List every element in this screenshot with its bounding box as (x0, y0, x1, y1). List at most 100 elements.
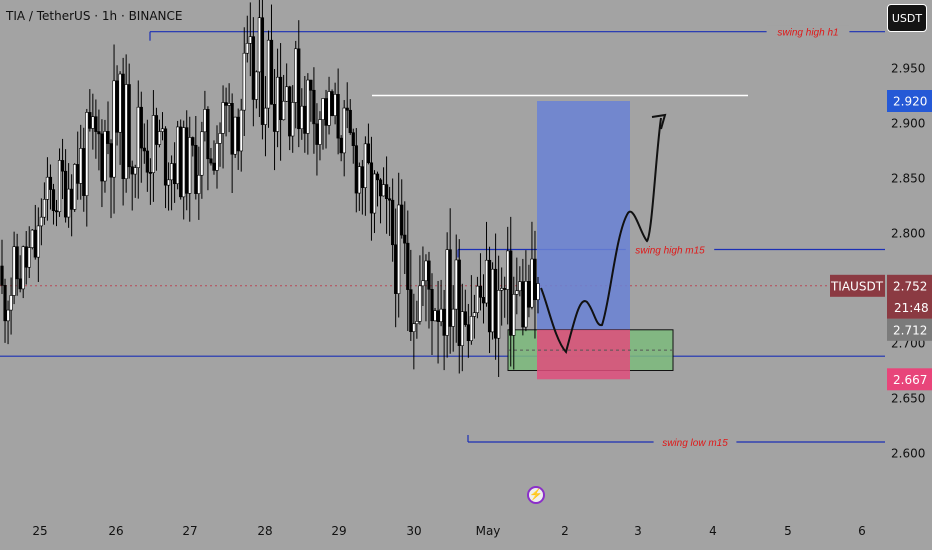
candle-body (197, 174, 201, 194)
candle-body (166, 179, 171, 186)
candle-body (397, 204, 401, 294)
candle-body (294, 48, 298, 103)
candle-body (70, 188, 74, 210)
price-tag-bg (887, 368, 932, 391)
candle-body (36, 225, 40, 258)
candle-body (403, 234, 407, 244)
candle-body (282, 100, 286, 121)
target-zone[interactable] (537, 101, 630, 330)
candle-body (400, 204, 404, 236)
candle-body (127, 84, 131, 168)
candle-body (515, 290, 519, 295)
candle-body (51, 189, 56, 212)
candles[interactable] (0, 0, 540, 377)
candle-body (194, 144, 198, 194)
candle-body (454, 259, 458, 310)
candle-body (366, 143, 371, 164)
projection-path (540, 113, 667, 355)
candle-body (336, 94, 340, 139)
candle-body (12, 246, 16, 296)
candle-body (448, 249, 452, 327)
candle-body (179, 126, 183, 198)
level-label: swing low m15 (662, 438, 728, 449)
candle-body (30, 229, 34, 248)
candle-body (242, 52, 246, 111)
currency-badge[interactable]: USDT (887, 4, 927, 32)
candle-body (173, 163, 177, 185)
candle-body (369, 162, 374, 214)
tiausdt-price-tag[interactable]: TIAUSDT 2.752 21:48 (830, 274, 932, 319)
candle-body (24, 246, 28, 268)
candle-body (327, 91, 331, 126)
candle-body (481, 297, 486, 304)
y-tick-label: 2.650 (891, 392, 925, 406)
candle-body (269, 39, 274, 105)
candle-body (506, 250, 510, 290)
price-tag-bg (887, 318, 932, 341)
candle-body (245, 43, 249, 54)
candle-body (94, 116, 98, 132)
candle-body (185, 127, 189, 194)
candle-body (330, 91, 334, 116)
candle-body (345, 107, 349, 111)
candle-body (406, 242, 410, 290)
candle-body (339, 137, 343, 154)
level-label: swing high h1 (777, 28, 838, 39)
candle-body (45, 176, 50, 200)
candle-body (100, 133, 104, 182)
y-tick-label: 2.850 (891, 172, 925, 186)
candle-body (266, 39, 271, 109)
candle-body (236, 116, 240, 152)
candle-body (503, 288, 507, 290)
candle-body (200, 131, 204, 176)
price-tag[interactable]: 2.667 (887, 368, 932, 391)
y-tick-label: 2.600 (891, 447, 925, 461)
price-tag[interactable]: 2.920 (887, 90, 932, 112)
x-tick-label: 5 (784, 524, 792, 538)
candle-body (272, 104, 277, 132)
candle-body (224, 102, 228, 106)
price-tag-value: 2.752 (893, 279, 927, 293)
candle-body (536, 283, 540, 301)
candle-body (409, 289, 413, 332)
candle-body (415, 321, 419, 325)
candle-body (85, 112, 89, 196)
candle-body (354, 145, 358, 194)
candle-body (478, 285, 483, 298)
candle-body (151, 115, 156, 173)
candle-body (251, 36, 255, 100)
candle-body (97, 131, 101, 135)
x-tick-label: 28 (257, 524, 272, 538)
candle-body (500, 288, 504, 291)
price-tag-bg (887, 90, 932, 112)
candle-body (291, 102, 295, 137)
position-zones (507, 101, 674, 380)
candle-body (73, 164, 77, 210)
candle-body (445, 249, 449, 336)
candle-body (484, 259, 489, 304)
axes: 2.6002.6502.7002.7502.8002.8502.9002.950… (32, 62, 932, 538)
candle-body (427, 260, 431, 290)
candle-body (412, 323, 416, 332)
candle-body (460, 311, 464, 346)
candle-body (378, 179, 383, 197)
candle-body (248, 36, 252, 44)
candle-body (391, 199, 395, 246)
candle-body (109, 143, 113, 178)
candle-body (315, 123, 319, 145)
candle-body (191, 137, 195, 146)
candle-body (18, 278, 22, 290)
candle-body (91, 116, 95, 129)
candle-body (475, 285, 480, 313)
stop-zone[interactable] (537, 329, 630, 380)
candle-body (57, 160, 62, 213)
candle-body (375, 173, 380, 181)
lightning-icon[interactable]: ⚡ (527, 486, 545, 504)
candle-body (318, 119, 322, 145)
candle-body (157, 131, 162, 145)
price-tag[interactable]: 2.712 (887, 318, 932, 341)
arrow-head (651, 113, 667, 130)
chart-title: TIA / TetherUS · 1h · BINANCE (6, 9, 183, 23)
